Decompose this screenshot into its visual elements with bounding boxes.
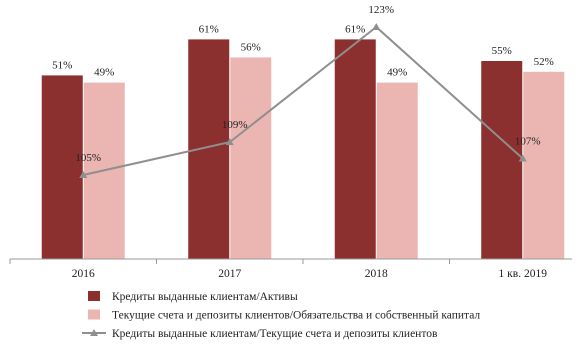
line-marker-0	[79, 171, 88, 178]
bar-s1-3	[481, 61, 523, 259]
line-label-0: 105%	[75, 152, 101, 164]
line-marker-1	[225, 138, 234, 146]
data-label-s2-3: 52%	[534, 56, 554, 68]
line-label-2: 123%	[368, 4, 394, 16]
bar-s2-1	[230, 57, 272, 260]
data-label-s2-0: 49%	[94, 67, 114, 79]
legend-marker-2	[90, 329, 98, 336]
data-label-s2-2: 49%	[387, 67, 407, 79]
bar-s2-3	[523, 71, 565, 259]
line-marker-3	[518, 154, 527, 162]
data-label-s1-0: 51%	[52, 59, 72, 71]
data-label-s1-2: 61%	[345, 23, 365, 35]
line-marker-2	[372, 23, 381, 30]
bar-s1-0	[41, 75, 83, 260]
legend-swatch-0	[88, 291, 100, 301]
legend-swatch-1	[88, 309, 100, 320]
data-label-s1-1: 61%	[199, 23, 219, 35]
x-tick-label-3: 1 кв. 2019	[499, 268, 548, 280]
line-label-1: 109%	[222, 119, 248, 131]
legend-label-0: Кредиты выданные клиентам/Активы	[112, 291, 298, 303]
bar-s1-2	[334, 39, 376, 260]
bar-s2-2	[376, 82, 418, 259]
x-tick-label-0: 2016	[72, 268, 95, 280]
data-label-s2-1: 56%	[241, 41, 261, 53]
line-series	[83, 25, 524, 176]
line-label-3: 107%	[515, 136, 541, 148]
legend-label-2: Кредиты выданные клиентам/Текущие счета …	[112, 328, 438, 340]
x-tick-label-1: 2017	[218, 268, 241, 280]
data-label-s1-3: 55%	[492, 45, 512, 57]
x-tick-label-2: 2018	[365, 268, 388, 280]
legend-label-1: Текущие счета и депозиты клиентов/Обязат…	[112, 310, 480, 322]
